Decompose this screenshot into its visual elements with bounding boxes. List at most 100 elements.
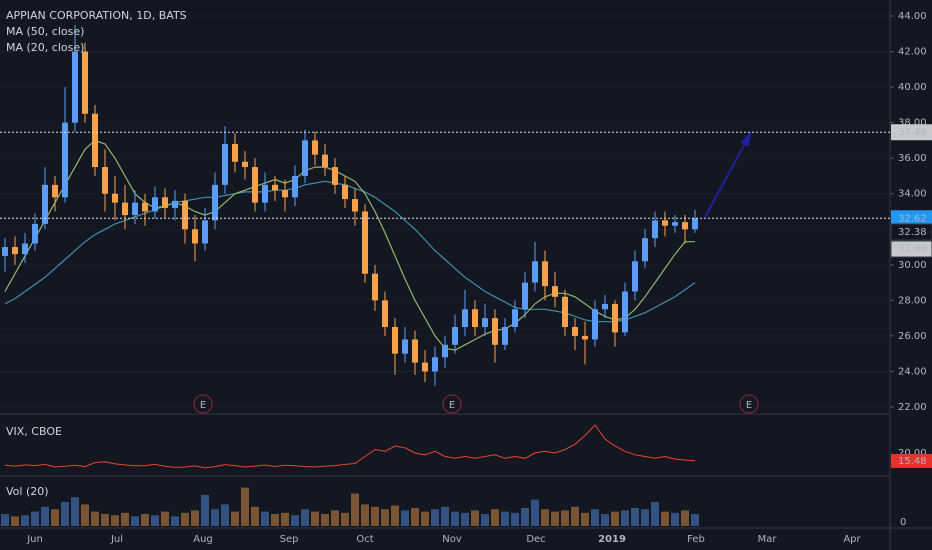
volume-bar [201, 494, 209, 526]
price-tag-label: 32.62 [898, 213, 927, 224]
ma-tag-label: 32.40 [898, 244, 927, 255]
trend-arrow [704, 137, 749, 218]
volume-bar [481, 514, 489, 526]
volume-bar [291, 515, 299, 526]
volume-bar [231, 511, 239, 526]
y-tick-label: 36.00 [898, 153, 927, 164]
y-tick-label: 40.00 [898, 82, 927, 93]
volume-bar [451, 511, 459, 526]
volume-bar [641, 509, 649, 526]
chart-title: APPIAN CORPORATION, 1D, BATS [6, 9, 187, 22]
candle-body [92, 113, 98, 168]
volume-bar [11, 516, 19, 526]
candle-body [612, 303, 618, 333]
volume-bar [661, 511, 669, 526]
ma-tag-label: 32.38 [898, 227, 927, 238]
candle-body [302, 140, 308, 176]
volume-bar [601, 514, 609, 526]
price-tag [891, 124, 932, 141]
candle-body [42, 184, 48, 224]
volume-bar [181, 512, 189, 526]
candle-body [572, 327, 578, 336]
earnings-marker [193, 394, 213, 414]
candle-body [442, 344, 448, 358]
candle-body [662, 220, 668, 226]
candle-body [582, 335, 588, 340]
candle-body [62, 122, 68, 198]
candle-body [252, 167, 258, 203]
indicator-label: MA (20, close) [6, 41, 84, 54]
volume-bar [151, 515, 159, 526]
candle-body [352, 199, 358, 212]
price-tag-label: 37.46 [898, 127, 927, 138]
ma-tag [890, 223, 932, 241]
volume-bar [131, 516, 139, 526]
volume-bar [311, 511, 319, 526]
volume-bar [261, 511, 269, 526]
candle-body [482, 318, 488, 328]
earnings-marker [442, 394, 462, 414]
earnings-label: E [200, 400, 206, 411]
x-tick-label: Feb [687, 534, 705, 545]
volume-bar [361, 504, 369, 526]
volume-bar [671, 512, 679, 526]
volume-bar [71, 497, 79, 526]
candle-body [22, 243, 28, 255]
candle-body [312, 140, 318, 155]
volume-bar [211, 509, 219, 526]
earnings-label: E [746, 400, 752, 411]
candle-body [132, 202, 138, 216]
candle-body [152, 197, 158, 212]
volume-bar [541, 509, 549, 526]
volume-bar [31, 511, 39, 526]
x-tick-label: Nov [442, 534, 462, 545]
volume-bar [631, 508, 639, 526]
volume-bar [301, 509, 309, 526]
volume-bar [321, 514, 329, 526]
ma-tag [890, 240, 932, 258]
volume-bar [591, 509, 599, 526]
y-tick-label: 42.00 [898, 47, 927, 58]
candle-body [82, 51, 88, 114]
candle-body [402, 339, 408, 354]
candle-body [342, 184, 348, 200]
y-tick-label: 22.00 [898, 402, 927, 413]
candle-body [142, 202, 148, 212]
volume-bar [121, 512, 129, 526]
candle-body [272, 184, 278, 191]
x-tick-label: Mar [758, 534, 778, 545]
y-tick-label: 26.00 [898, 331, 927, 342]
trend-arrow-head [740, 131, 752, 147]
y-tick-label: 28.00 [898, 295, 927, 306]
candle-body [262, 184, 268, 203]
volume-bar [691, 514, 699, 526]
candle-body [382, 300, 388, 328]
candle-body [522, 282, 528, 310]
volume-bar [431, 509, 439, 526]
marks [0, 15, 890, 526]
vix-line [4, 424, 696, 469]
candle-body [292, 175, 298, 198]
volume-bar [561, 510, 569, 526]
x-tick-label: Sep [280, 534, 299, 545]
volume-label: Vol (20) [6, 485, 49, 498]
candle-body [392, 327, 398, 354]
volume-bar [421, 511, 429, 526]
candle-body [182, 200, 188, 230]
candle-body [232, 143, 238, 162]
volume-bar [331, 510, 339, 526]
volume-bar [611, 511, 619, 526]
candle-body [162, 197, 168, 208]
volume-bar [651, 502, 659, 526]
candle-body [672, 222, 678, 226]
candle-body [602, 303, 608, 310]
volume-bar [241, 487, 249, 526]
volume-bar [351, 493, 359, 526]
x-tick-label: Oct [356, 534, 373, 545]
volume-bar [91, 511, 99, 526]
volume-bar [171, 516, 179, 526]
candle-body [222, 143, 228, 185]
candle-body [242, 161, 248, 168]
price-tag [891, 210, 932, 227]
